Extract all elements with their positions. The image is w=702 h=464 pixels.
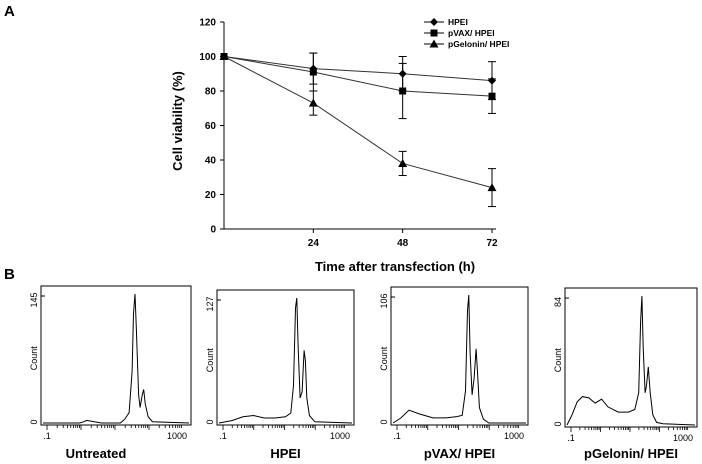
histogram-title: pVAX/ HPEI: [424, 446, 495, 461]
y-zero-label: 0: [379, 419, 389, 424]
histogram-frame: [40, 285, 192, 426]
x-tick-label: 1000: [504, 431, 524, 441]
x-tick-label: 1000: [330, 431, 350, 441]
data-point: [399, 87, 407, 95]
y-tick-label: 80: [205, 87, 217, 98]
y-zero-label: 0: [29, 419, 39, 424]
data-point: [309, 68, 317, 76]
histogram-curve: [566, 295, 696, 426]
x-tick-label: 72: [486, 238, 498, 249]
x-tick-label: .1: [393, 431, 401, 441]
y-zero-label: 0: [205, 419, 215, 424]
y-axis-label: Count: [29, 346, 39, 371]
y-tick-label: 120: [199, 18, 216, 29]
x-tick-label: 48: [397, 238, 409, 249]
histogram-frame: [390, 286, 529, 426]
data-point: [219, 52, 229, 60]
y-max-label: 145: [29, 292, 39, 307]
y-axis-label: Cell viability (%): [170, 71, 185, 171]
y-ticks: 0 20 40 60 80 100 120: [199, 18, 224, 236]
histogram-hpei: 127 Count 0 .1 1000 HPEI: [205, 289, 355, 461]
x-tick-label: 1000: [167, 431, 187, 441]
y-tick-label: 60: [205, 121, 217, 132]
x-tick-label: .1: [567, 433, 575, 443]
histogram-curve: [218, 297, 353, 424]
series-layer: [219, 52, 497, 208]
panel-a-label: A: [4, 3, 15, 20]
y-axis-label: Count: [379, 346, 389, 371]
x-tick-label: 24: [308, 238, 320, 249]
x-tick-label: .1: [43, 431, 51, 441]
histogram-curve: [392, 294, 526, 424]
series-line: [223, 56, 493, 82]
histogram-frame: [216, 289, 355, 426]
histogram-curve: [43, 293, 190, 424]
histogram-title: HPEI: [270, 446, 300, 461]
legend-marker: [429, 39, 439, 48]
x-ticks: 24 48 72: [308, 229, 498, 249]
legend-marker: [430, 29, 438, 37]
y-axis-label: Count: [205, 348, 215, 373]
panel-b-label: B: [4, 266, 15, 283]
y-max-label: 127: [205, 296, 215, 311]
legend-entry: HPEI: [448, 17, 468, 27]
histogram-title: Untreated: [66, 446, 127, 461]
legend-entry: pVAX/ HPEI: [448, 28, 495, 38]
x-tick-label: .1: [219, 431, 227, 441]
y-tick-label: 100: [199, 52, 216, 63]
x-axis-label: Time after transfection (h): [315, 259, 475, 274]
y-zero-label: 0: [553, 421, 563, 426]
legend-marker: [430, 18, 438, 26]
histogram-title: pGelonin/ HPEI: [584, 446, 678, 461]
series-pgelonin-hpei: [219, 52, 497, 208]
y-axis-label: Count: [553, 348, 563, 373]
x-tick-label: 1000: [673, 433, 693, 443]
series-line: [223, 56, 493, 97]
series-line: [223, 56, 493, 189]
histogram-untreated: 145 Count 0 .1 1000 Untreated: [29, 285, 192, 461]
data-point: [488, 92, 496, 100]
y-tick-label: 20: [205, 190, 217, 201]
y-tick-label: 40: [205, 156, 217, 167]
histogram-pvax-hpei: 106 Count 0 .1 1000 pVAX/ HPEI: [379, 286, 529, 461]
data-point: [308, 98, 318, 107]
histogram-pgelonin-hpei: 84 Count 0 .1 1000 pGelonin/ HPEI: [553, 287, 698, 461]
legend-entry: pGelonin/ HPEI: [448, 39, 509, 49]
data-point: [398, 158, 408, 167]
data-point: [487, 183, 497, 192]
histogram-frame: [564, 287, 698, 428]
series-pvax-hpei: [220, 52, 496, 120]
y-max-label: 84: [553, 297, 563, 307]
histogram-panels: 145 Count 0 .1 1000 Untreated 127 Count 0 .1 1000 H…: [29, 285, 698, 461]
viability-chart: Cell viability (%) Time after transfecti…: [170, 17, 509, 274]
y-max-label: 106: [379, 293, 389, 308]
y-tick-label: 0: [210, 225, 216, 236]
